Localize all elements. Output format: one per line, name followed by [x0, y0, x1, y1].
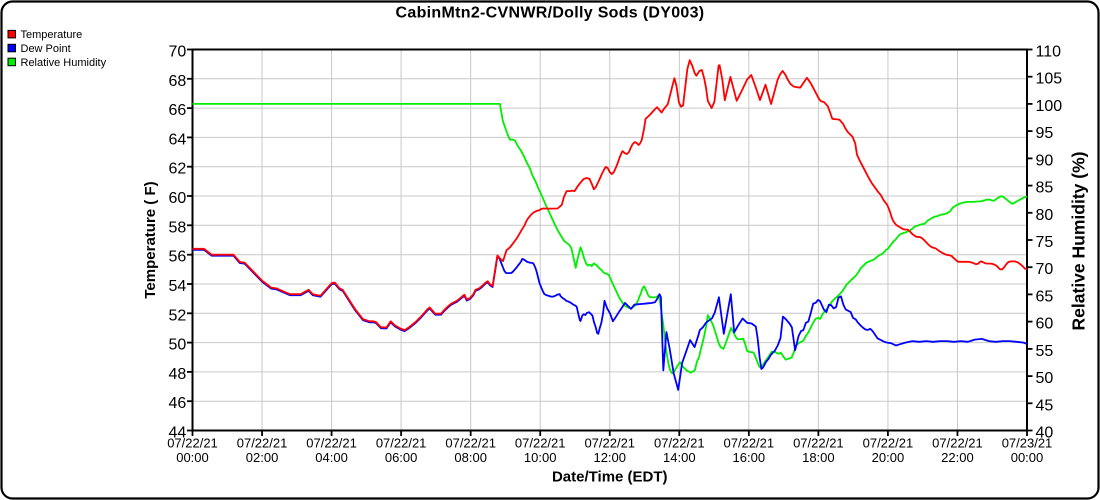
svg-text:85: 85 — [1036, 180, 1054, 197]
svg-text:75: 75 — [1036, 234, 1054, 251]
svg-text:60: 60 — [169, 190, 187, 207]
svg-text:10:00: 10:00 — [524, 450, 557, 465]
svg-text:16:00: 16:00 — [733, 450, 766, 465]
svg-text:Temperature ( F): Temperature ( F) — [142, 181, 159, 298]
svg-text:06:00: 06:00 — [385, 450, 418, 465]
svg-text:00:00: 00:00 — [1011, 450, 1044, 465]
svg-text:48: 48 — [169, 366, 187, 383]
svg-text:54: 54 — [169, 278, 187, 295]
svg-text:45: 45 — [1036, 397, 1054, 414]
svg-text:20:00: 20:00 — [872, 450, 905, 465]
svg-text:Temperature: Temperature — [21, 29, 83, 41]
svg-text:07/23/21: 07/23/21 — [1002, 436, 1053, 451]
svg-text:07/22/21: 07/22/21 — [237, 436, 288, 451]
svg-text:44: 44 — [169, 425, 187, 442]
svg-text:58: 58 — [169, 219, 187, 236]
svg-text:70: 70 — [169, 44, 187, 61]
svg-text:Relative Humidity (%): Relative Humidity (%) — [1069, 152, 1089, 331]
svg-text:66: 66 — [169, 102, 187, 119]
svg-text:62: 62 — [169, 161, 187, 178]
svg-text:07/22/21: 07/22/21 — [584, 436, 635, 451]
svg-text:100: 100 — [1036, 98, 1063, 115]
svg-text:105: 105 — [1036, 71, 1063, 88]
svg-text:07/22/21: 07/22/21 — [724, 436, 775, 451]
svg-text:07/22/21: 07/22/21 — [793, 436, 844, 451]
svg-text:02:00: 02:00 — [246, 450, 279, 465]
svg-text:04:00: 04:00 — [315, 450, 348, 465]
svg-text:22:00: 22:00 — [941, 450, 974, 465]
svg-text:Relative Humidity: Relative Humidity — [21, 57, 107, 69]
svg-text:64: 64 — [169, 131, 187, 148]
svg-text:Dew Point: Dew Point — [21, 43, 71, 55]
svg-text:18:00: 18:00 — [802, 450, 835, 465]
svg-text:07/22/21: 07/22/21 — [306, 436, 357, 451]
svg-text:65: 65 — [1036, 288, 1054, 305]
svg-text:46: 46 — [169, 395, 187, 412]
svg-text:50: 50 — [169, 337, 187, 354]
svg-text:07/22/21: 07/22/21 — [515, 436, 566, 451]
svg-text:08:00: 08:00 — [454, 450, 487, 465]
svg-text:07/22/21: 07/22/21 — [376, 436, 427, 451]
svg-text:12:00: 12:00 — [593, 450, 626, 465]
svg-text:40: 40 — [1036, 425, 1054, 442]
svg-text:70: 70 — [1036, 261, 1054, 278]
svg-text:52: 52 — [169, 307, 187, 324]
svg-text:07/22/21: 07/22/21 — [654, 436, 705, 451]
svg-text:95: 95 — [1036, 125, 1054, 142]
svg-text:68: 68 — [169, 73, 187, 90]
svg-text:07/22/21: 07/22/21 — [167, 436, 218, 451]
svg-text:07/22/21: 07/22/21 — [932, 436, 983, 451]
svg-text:00:00: 00:00 — [176, 450, 209, 465]
svg-text:80: 80 — [1036, 207, 1054, 224]
svg-text:56: 56 — [169, 249, 187, 266]
svg-text:14:00: 14:00 — [663, 450, 696, 465]
svg-text:07/22/21: 07/22/21 — [863, 436, 914, 451]
svg-text:110: 110 — [1036, 44, 1062, 61]
svg-text:07/22/21: 07/22/21 — [445, 436, 496, 451]
svg-text:Date/Time (EDT): Date/Time (EDT) — [552, 469, 668, 486]
svg-text:55: 55 — [1036, 343, 1054, 360]
svg-text:90: 90 — [1036, 152, 1054, 169]
svg-text:CabinMtn2-CVNWR/Dolly Sods (DY: CabinMtn2-CVNWR/Dolly Sods (DY003) — [396, 5, 705, 22]
svg-text:50: 50 — [1036, 370, 1054, 387]
svg-text:60: 60 — [1036, 316, 1054, 333]
